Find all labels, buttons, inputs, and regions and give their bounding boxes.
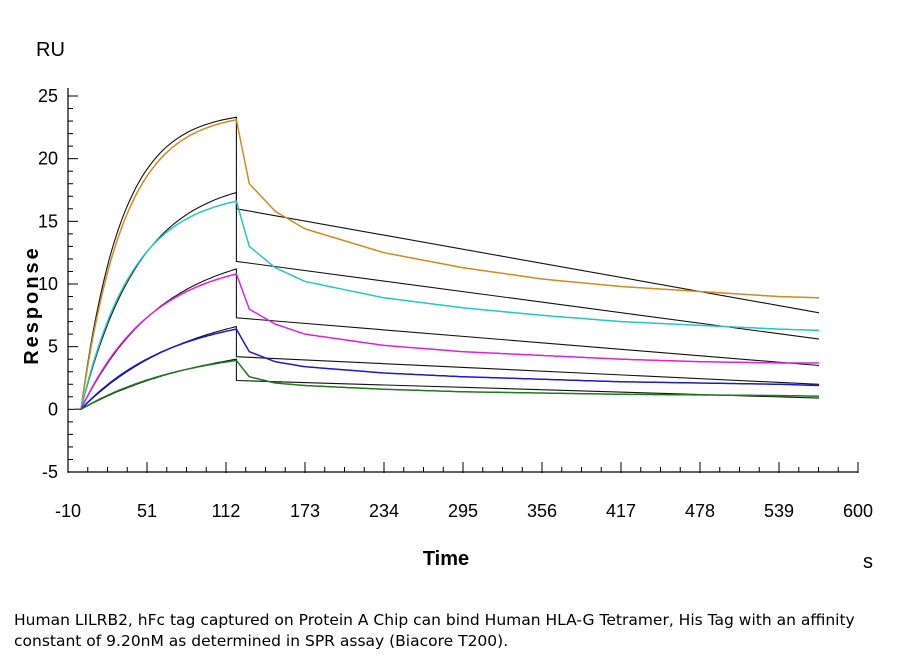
figure-caption: Human LILRB2, hFc tag captured on Protei…	[14, 611, 855, 650]
x-tick-label: -10	[55, 501, 81, 521]
y-tick-label: 5	[48, 337, 58, 357]
axes	[67, 88, 858, 473]
x-tick-label: 234	[369, 501, 399, 521]
fit-curves	[74, 116, 820, 410]
x-unit-label: s	[863, 551, 873, 573]
y-tick-label: 25	[38, 86, 58, 106]
y-tick-label: 10	[38, 274, 58, 294]
x-tick-label: 112	[212, 501, 241, 521]
y-unit-label: RU	[36, 39, 65, 61]
data-curve	[74, 118, 820, 411]
x-tick-label: 600	[843, 501, 873, 521]
tick-marks	[67, 95, 859, 473]
data-curve	[74, 273, 820, 411]
y-axis-title: Response	[21, 245, 43, 365]
y-tick-label: -5	[42, 462, 58, 482]
y-tick-label: 0	[48, 399, 58, 419]
x-tick-label: 478	[685, 501, 715, 521]
x-tick-label: 173	[290, 501, 320, 521]
y-tick-label: 20	[38, 149, 58, 169]
tick-labels: -10 51 112 173 234 295 356 417 478 539 600 -5 0 5 10 15…	[38, 86, 873, 521]
x-tick-label: 539	[764, 501, 794, 521]
data-curve	[74, 359, 820, 411]
x-tick-label: 417	[606, 501, 636, 521]
fit-curve	[74, 116, 820, 410]
x-axis-title: Time	[423, 548, 469, 570]
x-tick-label: 295	[448, 501, 478, 521]
sensorgram-chart: -10 51 112 173 234 295 356 417 478 539 600 -5 0 5 10 15…	[21, 39, 873, 573]
fit-curve	[74, 268, 820, 410]
fit-curve	[74, 191, 820, 410]
x-tick-label: 51	[137, 501, 157, 521]
data-curve	[74, 328, 820, 411]
y-tick-label: 15	[38, 211, 58, 231]
fit-curve	[74, 325, 820, 410]
x-tick-label: 356	[527, 501, 557, 521]
data-curve	[74, 200, 820, 411]
data-curves	[74, 118, 820, 411]
